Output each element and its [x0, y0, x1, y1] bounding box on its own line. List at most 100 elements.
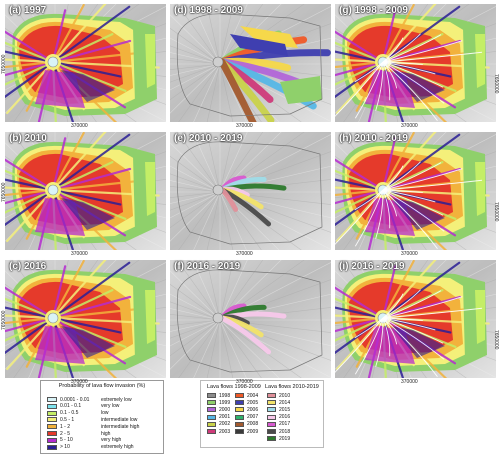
legend-class-label: extremely high	[101, 444, 134, 451]
panel-label: (c) 2016	[9, 261, 47, 272]
flow-year-label: 2002	[219, 421, 231, 428]
legend-swatch	[47, 431, 57, 436]
flows-legend-title-2010-2019: Lava flows 2010-2019	[265, 384, 319, 390]
flow-year-label: 2014	[279, 399, 291, 406]
flow-year-label: 2009	[247, 428, 259, 435]
map-panel-d: (d) 1998 - 2009	[170, 4, 331, 122]
map-panel-h: (h) 2010 - 2019	[335, 132, 496, 250]
northing-tick: 7650000	[1, 182, 7, 202]
flow-year-swatch	[207, 421, 216, 427]
easting-tick: 370000	[401, 379, 418, 385]
flow-year-swatch	[267, 414, 276, 420]
flow-year-label: 2008	[247, 421, 259, 428]
flow-year-swatch	[235, 414, 244, 420]
legend-class-label: very high	[101, 437, 122, 444]
probability-surface	[335, 4, 490, 122]
flow-year-swatch	[235, 393, 244, 398]
flow-year-label: 2010	[279, 392, 291, 399]
legend-swatch	[47, 403, 57, 409]
flow-year-swatch	[207, 429, 216, 434]
flow-year-swatch	[267, 429, 276, 434]
panel-label: (i) 2016 - 2019	[339, 261, 405, 272]
map-canvas	[335, 4, 496, 122]
map-canvas	[170, 260, 331, 378]
flow-year-swatch	[207, 400, 216, 406]
flow-year-label: 2019	[279, 435, 291, 442]
legend-class-label: extremely low	[101, 396, 132, 403]
map-panel-a: (a) 1997	[5, 4, 166, 122]
legend-range: 1 - 2	[60, 423, 71, 430]
panel-label: (g) 1998 - 2009	[339, 5, 408, 16]
flow-year-label: 1998	[219, 392, 231, 399]
probability-surface	[5, 132, 160, 250]
legend-range: 2 - 5	[60, 430, 71, 437]
legend-class-label: intermediate low	[101, 416, 138, 423]
legend-swatch	[47, 437, 57, 443]
flow-year-swatch	[267, 407, 276, 413]
probability-surface	[335, 132, 490, 250]
flow-year-swatch	[267, 400, 276, 406]
flow-year-swatch	[267, 436, 276, 442]
panel-label: (d) 1998 - 2009	[174, 5, 243, 16]
lava-flows	[218, 26, 331, 122]
legend-swatch	[47, 417, 57, 423]
flow-year-swatch	[235, 429, 244, 434]
map-panel-c: (c) 2016	[5, 260, 166, 378]
easting-tick: 370000	[236, 379, 253, 385]
map-canvas	[335, 260, 496, 378]
map-panel-i: (i) 2016 - 2019	[335, 260, 496, 378]
probability-legend-title: Probability of lava flow invasion (%)	[58, 383, 146, 389]
legend-swatch	[47, 410, 57, 416]
legend-swatch	[47, 444, 57, 450]
legend-range: 5 - 10	[60, 437, 73, 444]
probability-surface	[5, 260, 160, 378]
lava-flow-outlines	[335, 161, 483, 249]
easting-tick: 370000	[236, 123, 253, 129]
legend-range: > 10	[60, 444, 70, 451]
flow-year-swatch	[207, 393, 216, 398]
legend-range: 0.5 - 1	[60, 416, 75, 423]
panel-label: (h) 2010 - 2019	[339, 133, 408, 144]
map-canvas	[5, 4, 166, 122]
flow-year-label: 1999	[219, 399, 231, 406]
flow-year-label: 2004	[247, 392, 259, 399]
flow-year-swatch	[207, 407, 216, 413]
panel-label: (b) 2010	[9, 133, 47, 144]
flow-year-swatch	[207, 414, 216, 420]
panel-label: (f) 2016 - 2019	[174, 261, 241, 272]
flow-year-label: 2018	[279, 428, 291, 435]
easting-tick: 370000	[401, 251, 418, 257]
panel-label: (a) 1997	[9, 5, 47, 16]
flow-year-label: 2005	[247, 399, 259, 406]
legend-range: 0.0001 - 0.01	[60, 396, 90, 403]
panel-label: (e) 2010 - 2019	[174, 133, 243, 144]
hillshade	[170, 260, 331, 378]
easting-tick: 370000	[71, 379, 88, 385]
legend-range: 0.1 - 0.5	[60, 410, 79, 417]
flow-year-swatch	[267, 421, 276, 427]
flow-year-label: 2003	[219, 428, 231, 435]
flow-year-swatch	[267, 393, 276, 398]
easting-tick: 370000	[71, 123, 88, 129]
northing-tick: 7650000	[1, 54, 7, 74]
lava-flows	[219, 303, 287, 355]
map-canvas	[170, 4, 331, 122]
legend-class-label: intermediate high	[101, 423, 140, 430]
lava-flow-outlines	[335, 33, 483, 121]
northing-tick: 7650000	[493, 330, 499, 350]
flow-year-label: 2006	[247, 406, 259, 413]
map-panel-g: (g) 1998 - 2009	[335, 4, 496, 122]
legend-swatch	[47, 424, 57, 430]
map-canvas	[170, 132, 331, 250]
flow-year-label: 2016	[279, 414, 291, 421]
flow-year-swatch	[235, 407, 244, 413]
easting-tick: 370000	[236, 251, 253, 257]
easting-tick: 370000	[71, 251, 88, 257]
map-panel-e: (e) 2010 - 2019	[170, 132, 331, 250]
legend-class-label: high	[101, 430, 111, 437]
lava-flow-outlines	[335, 289, 483, 377]
legend-range: 0.01 - 0.1	[60, 403, 82, 410]
northing-tick: 7650000	[1, 310, 7, 330]
map-canvas	[5, 132, 166, 250]
probability-surface	[335, 260, 490, 378]
